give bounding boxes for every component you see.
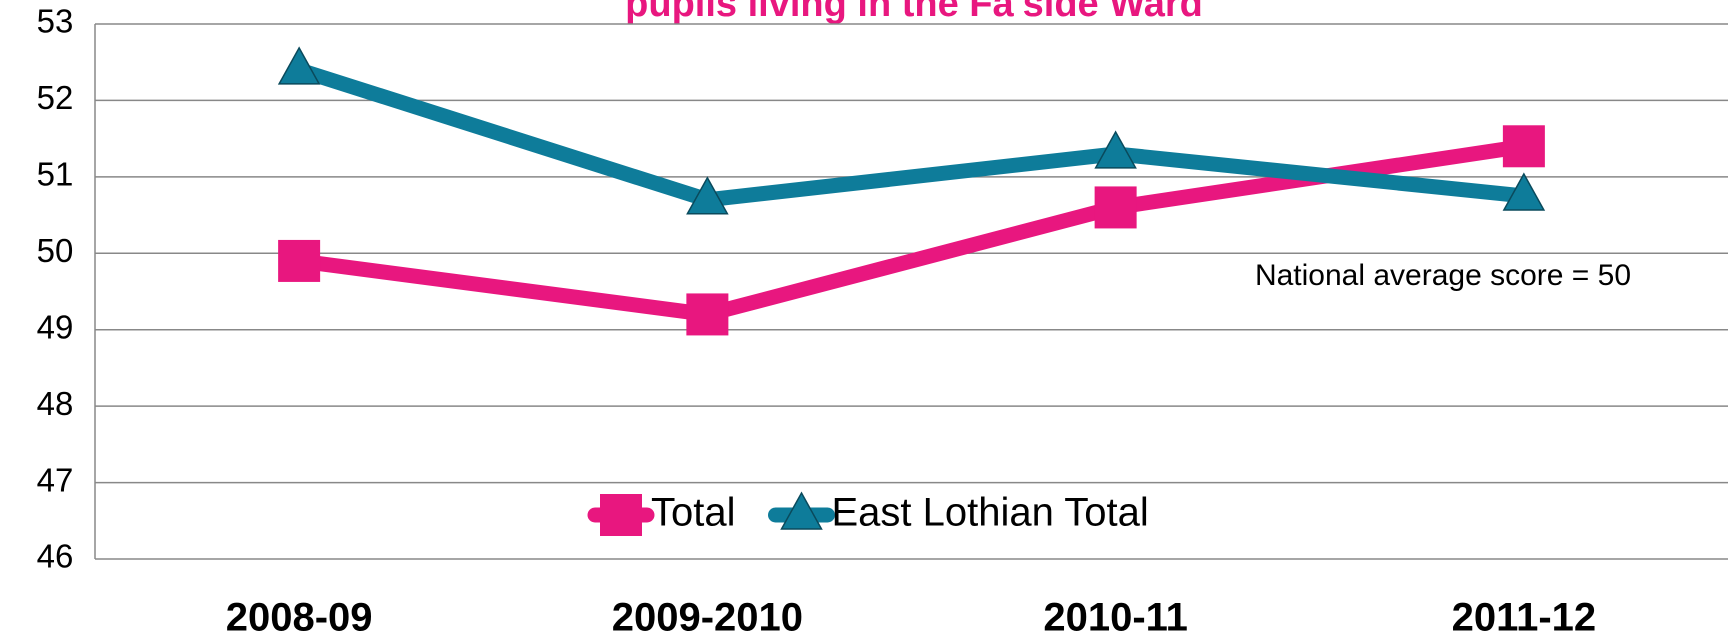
annotation: National average score = 50 <box>1255 259 1631 292</box>
y-tick-label: 47 <box>37 461 74 498</box>
x-tick-label: 2011-12 <box>1452 596 1597 639</box>
point <box>277 46 321 85</box>
legend-label: Total <box>651 491 736 535</box>
point <box>686 176 729 215</box>
y-tick-label: 53 <box>37 3 74 40</box>
legend-marker <box>600 494 642 536</box>
point <box>1094 130 1137 169</box>
point <box>1502 125 1545 168</box>
y-tick-label: 51 <box>37 156 74 193</box>
y-tick-label: 50 <box>37 232 74 269</box>
y-tick-label: 48 <box>37 385 74 422</box>
series-line <box>296 62 1525 208</box>
legend-label: East Lothian Total <box>832 491 1149 535</box>
x-tick-label: 2010-11 <box>1043 596 1188 639</box>
y-tick-label: 49 <box>37 308 74 345</box>
y-tick-label: 46 <box>37 538 74 575</box>
x-tick-label: 2008-09 <box>226 596 373 639</box>
point <box>278 239 321 282</box>
point <box>686 293 729 336</box>
legend-marker <box>780 491 823 530</box>
point <box>1094 186 1137 229</box>
x-tick-label: 2009-2010 <box>612 596 803 639</box>
point <box>1502 172 1546 211</box>
chart-title: pupils living in the Fa'side Ward <box>625 0 1203 25</box>
y-tick-label: 52 <box>37 79 74 116</box>
